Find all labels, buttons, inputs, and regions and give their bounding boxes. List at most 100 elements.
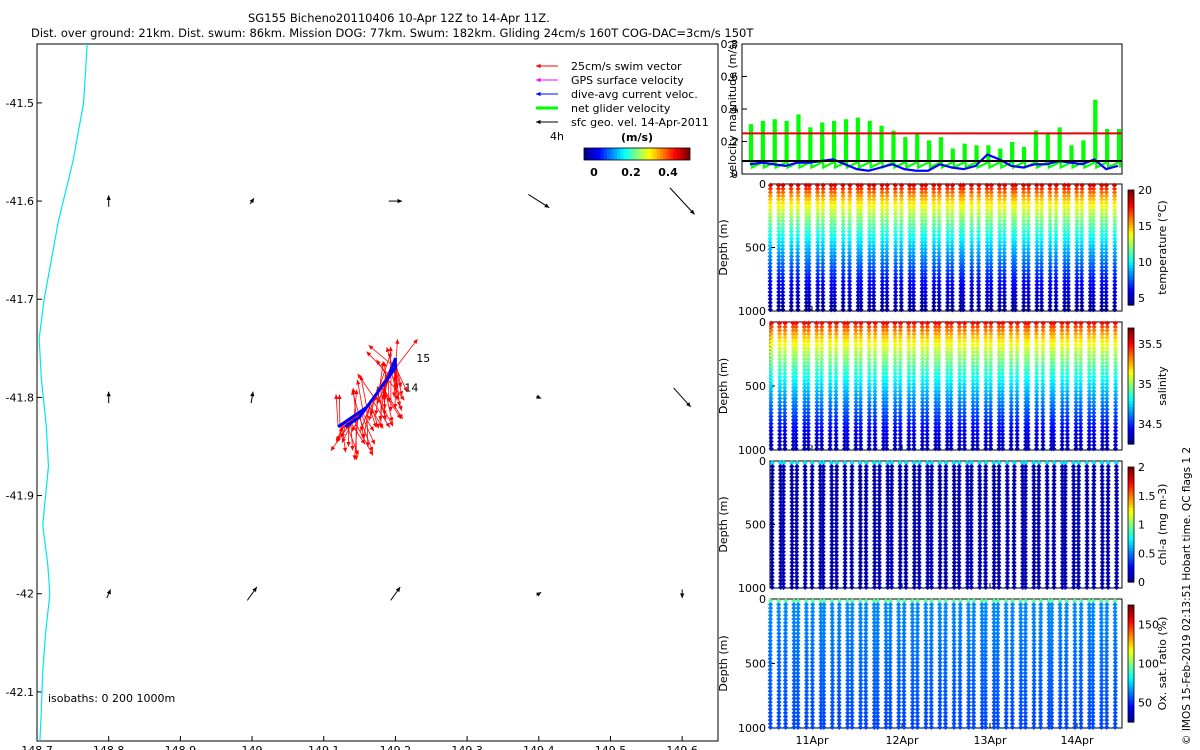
salinity-marker — [853, 352, 859, 359]
temperature-marker — [803, 289, 810, 295]
temperature-marker — [893, 246, 899, 252]
temperature-marker — [1038, 218, 1045, 224]
temperature-marker — [1062, 232, 1068, 238]
salinity-marker — [906, 338, 912, 344]
temperature-colorbar-tick: 5 — [1138, 292, 1145, 305]
temperature-marker — [910, 253, 917, 259]
chla-marker — [802, 581, 808, 587]
chla-marker — [857, 467, 863, 473]
temperature-marker — [840, 285, 846, 291]
temperature-marker — [968, 189, 975, 195]
salinity-marker — [1034, 367, 1040, 373]
salinity-marker — [1091, 349, 1097, 355]
salinity-marker — [814, 446, 820, 452]
temperature-marker — [936, 204, 942, 210]
temperature-marker — [879, 200, 885, 206]
salinity-marker — [833, 360, 839, 366]
salinity-marker — [801, 352, 808, 359]
temperature-marker — [1099, 221, 1105, 227]
legend-swim-vector-arrow — [536, 63, 558, 69]
salinity-marker — [936, 367, 942, 373]
temperature-marker — [788, 246, 795, 252]
chla-marker — [780, 470, 787, 477]
chla-colorbar-tick: 1.5 — [1138, 490, 1156, 503]
salinity-marker — [841, 327, 848, 334]
temperature-marker — [969, 253, 975, 259]
temperature-marker — [840, 193, 846, 199]
chla-marker — [780, 538, 786, 544]
salinity-marker — [948, 320, 954, 326]
legend-dac-velocity-arrow — [536, 91, 558, 97]
salinity-marker — [833, 342, 839, 348]
salinity-marker — [866, 378, 872, 384]
chla-marker — [793, 538, 800, 544]
salinity-marker — [1000, 349, 1006, 355]
salinity-marker — [1078, 331, 1084, 337]
chla-marker — [833, 524, 839, 530]
salinity-marker — [933, 395, 939, 402]
chla-marker — [780, 570, 786, 576]
temperature-marker — [960, 285, 966, 291]
temperature-marker — [867, 278, 873, 284]
temperature-marker — [858, 250, 864, 256]
temperature-marker — [1112, 260, 1118, 267]
chla-marker — [817, 492, 824, 498]
salinity-marker — [814, 345, 820, 351]
temperature-marker — [1087, 186, 1093, 192]
temperature-colorbar-swatch — [1128, 198, 1134, 203]
temperature-marker — [960, 253, 966, 259]
temperature-marker — [803, 214, 810, 220]
temperature-marker — [984, 186, 990, 192]
salinity-marker — [853, 424, 859, 430]
salinity-marker — [782, 428, 788, 434]
salinity-marker — [999, 367, 1006, 373]
salinity-marker — [1064, 431, 1070, 437]
salinity-marker — [1086, 338, 1092, 344]
salinity-marker — [782, 424, 788, 430]
salinity-marker — [866, 403, 872, 409]
chla-marker — [789, 577, 795, 583]
salinity-marker — [974, 381, 980, 387]
salinity-marker — [1104, 370, 1110, 377]
y-tick-label: -42.1 — [6, 686, 34, 699]
temperature-marker — [976, 200, 982, 206]
chla-colorbar-swatch — [1128, 490, 1134, 494]
chla-marker — [820, 481, 826, 487]
salinity-marker — [1073, 385, 1079, 391]
temperature-marker — [840, 246, 846, 252]
salinity-marker — [858, 349, 864, 355]
temperature-marker — [767, 236, 773, 242]
chla-marker — [817, 467, 823, 473]
salinity-marker — [768, 406, 774, 412]
salinity-marker — [1050, 413, 1057, 420]
salinity-marker — [1099, 320, 1105, 326]
salinity-marker — [777, 438, 783, 445]
temperature-marker — [846, 236, 853, 242]
temperature-marker — [1025, 243, 1031, 249]
salinity-marker — [827, 342, 833, 348]
temperature-marker — [1038, 296, 1045, 302]
geo-velocity-arrow-head — [536, 592, 542, 597]
salinity-marker — [961, 385, 967, 391]
temperature-marker — [803, 200, 809, 206]
temperature-marker — [892, 289, 899, 295]
temperature-marker — [1025, 193, 1032, 199]
salinity-marker — [1025, 363, 1031, 369]
temperature-marker — [788, 214, 794, 220]
salinity-marker — [833, 327, 839, 334]
geo-velocity-arrow — [536, 394, 542, 399]
chla-marker — [857, 478, 863, 484]
temperature-marker — [1103, 300, 1109, 306]
temperature-marker — [1112, 218, 1118, 224]
salinity-marker — [1051, 331, 1057, 337]
temperature-marker — [922, 264, 928, 270]
temperature-marker — [780, 221, 786, 227]
temperature-marker — [1074, 221, 1080, 227]
temperature-marker — [996, 307, 1003, 313]
salinity-marker — [853, 446, 859, 452]
temperature-colorbar-swatch — [1128, 213, 1134, 217]
salinity-marker — [1073, 446, 1079, 452]
temperature-marker — [997, 285, 1003, 291]
temperature-marker — [1021, 300, 1027, 306]
chla-marker — [780, 488, 787, 494]
